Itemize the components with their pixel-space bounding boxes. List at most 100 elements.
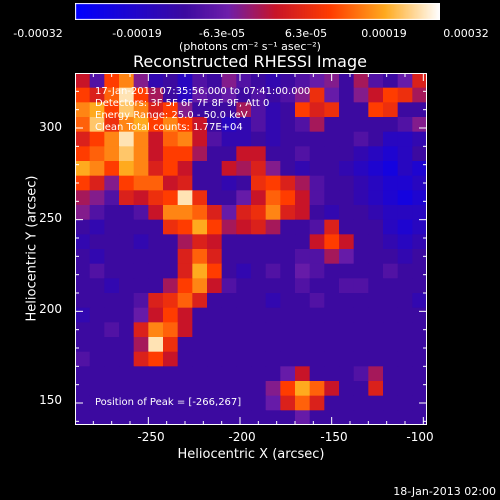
heatmap-cell	[309, 395, 325, 411]
heatmap-cell	[265, 337, 281, 353]
heatmap-cell	[368, 307, 384, 323]
heatmap-cell	[353, 351, 369, 367]
heatmap-cell	[148, 366, 164, 382]
heatmap-cell	[339, 161, 355, 177]
heatmap-cell	[119, 381, 135, 397]
heatmap-cell	[353, 87, 369, 103]
heatmap-cell	[207, 351, 223, 367]
heatmap-cell	[221, 366, 237, 382]
heatmap-cell	[251, 293, 267, 309]
heatmap-cell	[148, 381, 164, 397]
heatmap-cell	[339, 131, 355, 147]
heatmap-cell	[133, 73, 149, 89]
heatmap-cell	[412, 102, 427, 118]
heatmap-cell	[75, 263, 91, 279]
heatmap-cell	[177, 175, 193, 191]
heatmap-cell	[192, 351, 208, 367]
heatmap-cell	[221, 278, 237, 294]
heatmap-cell	[89, 249, 105, 265]
heatmap-cell	[192, 278, 208, 294]
heatmap-cell	[397, 410, 413, 425]
heatmap-cell	[280, 234, 296, 250]
heatmap-cell	[75, 219, 91, 235]
heatmap-cell	[324, 87, 340, 103]
heatmap-cell	[221, 190, 237, 206]
heatmap-cell	[251, 249, 267, 265]
heatmap-cell	[148, 278, 164, 294]
heatmap-cell	[368, 337, 384, 353]
heatmap-cell	[412, 205, 427, 221]
heatmap-cell	[119, 410, 135, 425]
heatmap-cell	[89, 351, 105, 367]
heatmap-cell	[119, 249, 135, 265]
heatmap-cell	[280, 117, 296, 133]
heatmap-cell	[324, 337, 340, 353]
heatmap-cell	[383, 322, 399, 338]
heatmap-cell	[368, 219, 384, 235]
heatmap-cell	[163, 278, 179, 294]
heatmap-cell	[104, 307, 120, 323]
heatmap-cell	[163, 263, 179, 279]
heatmap-cell	[324, 366, 340, 382]
x-tick-label: -200	[228, 430, 256, 444]
heatmap-cell	[221, 205, 237, 221]
heatmap-cell	[148, 146, 164, 162]
heatmap-cell	[280, 102, 296, 118]
heatmap-cell	[75, 293, 91, 309]
heatmap-cell	[368, 87, 384, 103]
colorbar-tick: 0.00032	[443, 27, 489, 40]
heatmap-cell	[397, 278, 413, 294]
heatmap-cell	[309, 205, 325, 221]
heatmap-cell	[280, 175, 296, 191]
heatmap-cell	[177, 102, 193, 118]
heatmap-cell	[133, 175, 149, 191]
peak-position-label: Position of Peak = [-266,267]	[95, 397, 242, 408]
heatmap-cell	[236, 351, 252, 367]
heatmap-cell	[104, 205, 120, 221]
heatmap-cell	[207, 190, 223, 206]
heatmap-cell	[353, 117, 369, 133]
heatmap-cell	[104, 278, 120, 294]
heatmap-cell	[207, 87, 223, 103]
heatmap-cell	[339, 322, 355, 338]
heatmap-cell	[397, 117, 413, 133]
heatmap-cell	[295, 131, 311, 147]
heatmap-cell	[133, 366, 149, 382]
heatmap-cell	[280, 322, 296, 338]
heatmap-cell	[309, 117, 325, 133]
colorbar-tick: -0.00019	[112, 27, 162, 40]
heatmap-cell	[119, 234, 135, 250]
heatmap-cell	[295, 307, 311, 323]
heatmap-cell	[163, 410, 179, 425]
heatmap-cell	[397, 131, 413, 147]
heatmap-cell	[89, 293, 105, 309]
chart-title: Reconstructed RHESSI Image	[133, 52, 367, 71]
heatmap-cell	[119, 117, 135, 133]
heatmap-cell	[353, 395, 369, 411]
heatmap-cell	[207, 161, 223, 177]
heatmap-cell	[221, 87, 237, 103]
heatmap-cell	[221, 161, 237, 177]
heatmap-cell	[207, 307, 223, 323]
heatmap-cell	[148, 249, 164, 265]
heatmap-cell	[412, 278, 427, 294]
heatmap-cell	[192, 293, 208, 309]
heatmap-cell	[309, 102, 325, 118]
heatmap-cell	[236, 337, 252, 353]
heatmap-cell	[353, 161, 369, 177]
heatmap-cell	[221, 73, 237, 89]
heatmap-cell	[119, 337, 135, 353]
heatmap-cell	[368, 278, 384, 294]
heatmap-cell	[309, 73, 325, 89]
heatmap-cell	[383, 293, 399, 309]
heatmap-cell	[148, 131, 164, 147]
heatmap-cell	[251, 205, 267, 221]
heatmap-cell	[368, 249, 384, 265]
heatmap-cell	[353, 131, 369, 147]
heatmap-cell	[119, 351, 135, 367]
heatmap-cell	[339, 381, 355, 397]
heatmap-cell	[133, 87, 149, 103]
heatmap-cell	[236, 234, 252, 250]
annotation-energy-range: Energy Range: 25.0 - 50.0 keV	[95, 110, 248, 121]
heatmap-cell	[207, 73, 223, 89]
